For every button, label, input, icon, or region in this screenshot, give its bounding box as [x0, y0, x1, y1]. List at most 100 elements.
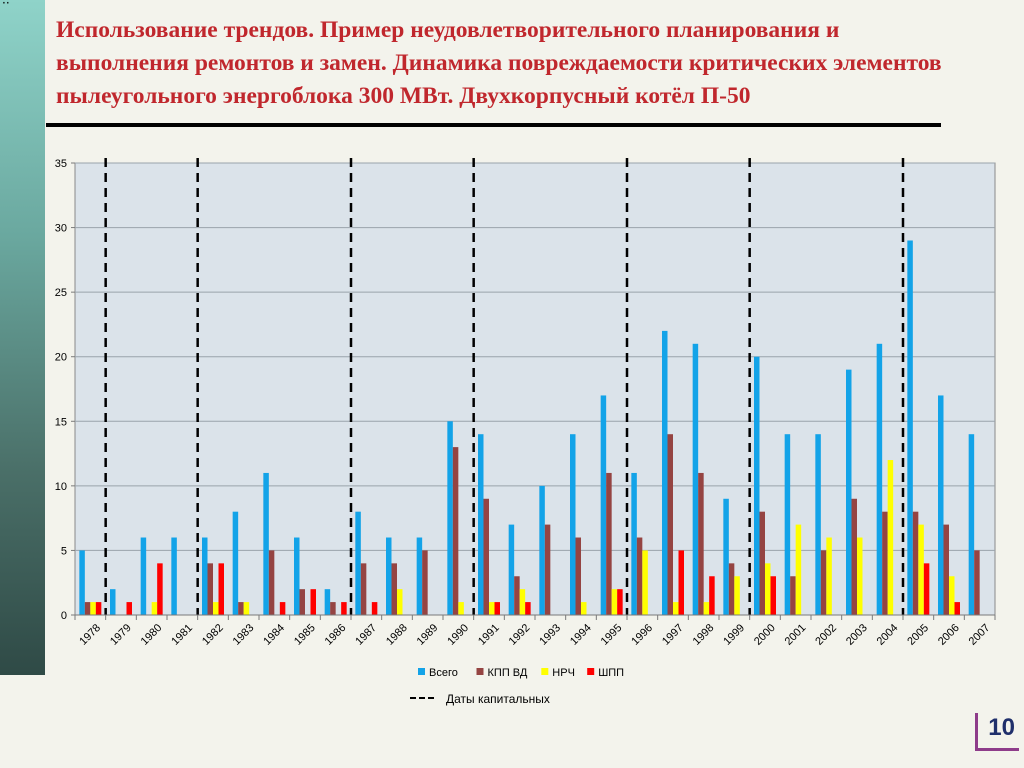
x-tick-label: 1997: [660, 622, 686, 648]
bar-НРЧ-1990: [458, 602, 464, 615]
bar-ШПП-1992: [525, 602, 531, 615]
legend-swatch-НРЧ: [541, 668, 549, 675]
bar-НРЧ-2002: [826, 537, 832, 615]
bar-КПП ВД-1988: [391, 563, 397, 615]
bar-НРЧ-1991: [489, 602, 495, 615]
legend-label: ШПП: [598, 667, 624, 679]
x-tick-label: 2001: [783, 622, 809, 648]
bar-КПП ВД-2007: [974, 550, 980, 615]
bar-НРЧ-2006: [949, 576, 955, 615]
bar-НРЧ-1980: [151, 602, 158, 615]
x-tick-label: 1988: [384, 622, 410, 648]
bar-НРЧ-2005: [918, 524, 924, 615]
bar-ШПП-1979: [126, 602, 132, 615]
bar-Всего-1985: [294, 537, 300, 615]
bar-Всего-2003: [846, 369, 852, 615]
bar-Всего-1980: [140, 537, 147, 615]
bar-КПП ВД-1991: [483, 498, 489, 615]
bar-Всего-2004: [876, 343, 883, 615]
legend-swatch-ШПП: [587, 668, 595, 675]
bar-НРЧ-1994: [581, 602, 587, 615]
bar-ШПП-2000: [770, 576, 776, 615]
bar-НРЧ-1997: [673, 602, 679, 615]
bar-КПП ВД-1999: [728, 563, 735, 615]
x-tick-label: 1980: [139, 622, 165, 648]
x-tick-label: 1994: [568, 622, 594, 648]
y-tick-label: 30: [55, 223, 67, 235]
bar-ШПП-2005: [923, 563, 930, 615]
y-tick-label: 15: [55, 416, 67, 428]
x-tick-label: 1992: [507, 622, 533, 648]
bar-КПП ВД-2005: [912, 511, 919, 615]
bar-ШПП-2006: [954, 602, 960, 615]
bar-ШПП-1978: [95, 602, 102, 615]
bar-Всего-1979: [110, 589, 116, 615]
bar-НРЧ-1996: [642, 550, 648, 615]
bar-Всего-1998: [692, 343, 699, 615]
bar-КПП ВД-1994: [575, 537, 581, 615]
bar-ШПП-1991: [494, 602, 500, 615]
bar-КПП ВД-1990: [452, 447, 459, 615]
bar-КПП ВД-2002: [820, 550, 827, 615]
x-tick-label: 1998: [691, 622, 717, 648]
x-tick-label: 2005: [905, 622, 931, 648]
x-tick-label: 2007: [967, 622, 993, 648]
legend-capital-repair-label: Даты капитальных: [446, 692, 550, 706]
bar-КПП ВД-2006: [943, 524, 949, 615]
legend-label: КПП ВД: [488, 667, 528, 679]
bar-Всего-1997: [662, 330, 668, 615]
bar-Всего-1982: [202, 537, 208, 615]
bar-Всего-1978: [79, 550, 85, 615]
bar-ШПП-1985: [310, 589, 316, 615]
x-tick-label: 1991: [476, 622, 502, 648]
bar-НРЧ-1992: [519, 589, 526, 615]
x-tick-label: 1999: [721, 622, 747, 648]
bar-НРЧ-1998: [703, 602, 710, 615]
bar-НРЧ-1995: [611, 589, 618, 615]
bar-КПП ВД-1982: [207, 563, 213, 615]
x-tick-label: 1989: [415, 622, 441, 648]
bar-КПП ВД-1992: [514, 576, 520, 615]
legend-swatch-Всего: [418, 668, 425, 675]
x-tick-label: 1982: [200, 622, 226, 648]
bar-КПП ВД-1998: [698, 472, 704, 615]
x-tick-label: 1978: [77, 622, 103, 648]
bar-КПП ВД-2000: [759, 511, 765, 615]
bar-КПП ВД-1993: [544, 524, 551, 615]
x-tick-label: 1986: [323, 622, 349, 648]
y-tick-label: 5: [61, 545, 67, 557]
bar-ШПП-1986: [341, 602, 347, 615]
bar-Всего-2007: [968, 434, 975, 615]
bar-Всего-2000: [754, 356, 760, 615]
y-tick-label: 20: [55, 352, 67, 364]
x-tick-label: 1987: [353, 622, 379, 648]
bar-КПП ВД-2004: [882, 511, 888, 615]
bar-КПП ВД-2001: [790, 576, 796, 615]
x-tick-label: 2002: [813, 622, 839, 648]
bar-КПП ВД-1978: [84, 602, 91, 615]
x-tick-label: 1984: [261, 622, 287, 648]
bar-Всего-1986: [324, 589, 331, 615]
bar-Всего-1987: [355, 511, 361, 615]
legend-label: Всего: [429, 667, 458, 679]
bar-КПП ВД-1996: [636, 537, 643, 615]
bar-Всего-1989: [416, 537, 423, 615]
title-divider: [46, 123, 941, 127]
bar-Всего-1995: [600, 395, 607, 615]
bar-НРЧ-2004: [887, 460, 894, 615]
bar-Всего-1991: [478, 434, 484, 615]
x-tick-label: 1983: [231, 622, 257, 648]
bar-НРЧ-2001: [795, 524, 802, 615]
bar-КПП ВД-1985: [299, 589, 305, 615]
bar-Всего-2002: [815, 434, 821, 615]
bar-ШПП-1980: [157, 563, 163, 615]
bar-Всего-1992: [508, 524, 515, 615]
bar-КПП ВД-1984: [268, 550, 275, 615]
y-tick-label: 10: [55, 481, 67, 493]
bar-Всего-1999: [723, 498, 729, 615]
x-tick-label: 2000: [752, 622, 778, 648]
bar-Всего-1981: [171, 537, 177, 615]
bar-Всего-1990: [447, 421, 453, 615]
bar-КПП ВД-1983: [238, 602, 244, 615]
